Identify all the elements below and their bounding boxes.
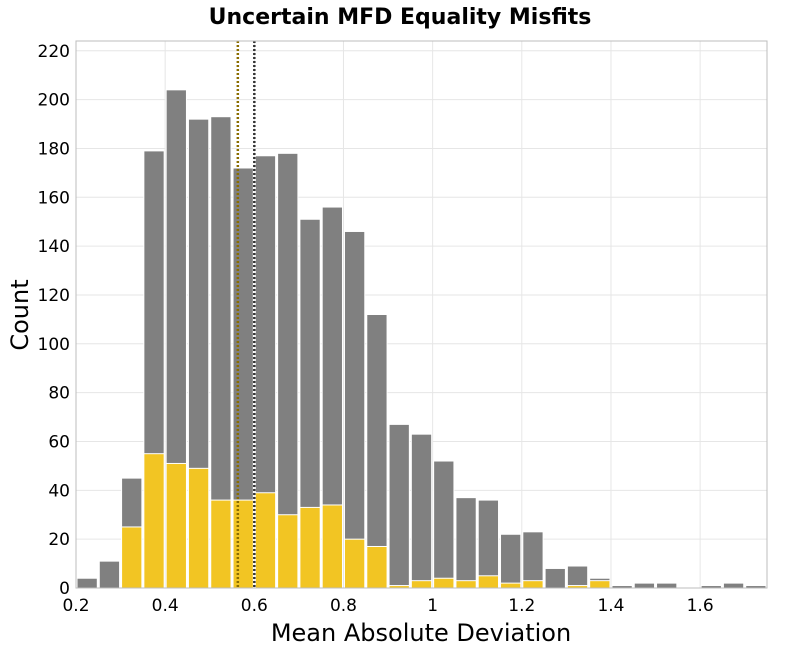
bar-subset — [343, 538, 366, 589]
y-tick-label: 60 — [48, 432, 70, 452]
x-tick-label: 0.4 — [152, 596, 179, 616]
bar-total — [633, 582, 656, 589]
y-tick-label: 0 — [59, 579, 70, 599]
bar-subset — [254, 492, 277, 589]
bar-subset — [299, 506, 321, 589]
y-tick-label: 160 — [38, 188, 70, 208]
bar-total — [477, 499, 500, 589]
y-tick-label: 120 — [38, 286, 70, 306]
bar-subset — [500, 582, 522, 589]
bar-subset — [410, 580, 433, 589]
bar-subset — [187, 467, 210, 589]
bar-subset — [321, 504, 343, 589]
bar-total — [522, 531, 544, 589]
y-tick-label: 200 — [38, 91, 70, 111]
plot-frame — [75, 40, 768, 589]
bar-total — [433, 460, 455, 589]
bars — [76, 89, 767, 589]
x-tick-label: 1.4 — [597, 596, 624, 616]
bar-total — [76, 577, 98, 589]
y-tick-label: 180 — [38, 139, 70, 159]
bar-subset — [165, 462, 187, 589]
bar-total — [656, 582, 678, 589]
bar-total — [722, 582, 745, 589]
bar-subset — [143, 453, 165, 589]
y-tick-label: 20 — [48, 530, 70, 550]
bar-subset — [477, 575, 500, 589]
y-tick-labels: 0 20 40 60 80 100 120 140 160 180 200 220 — [38, 42, 70, 599]
y-tick-label: 220 — [38, 42, 70, 62]
x-tick-label: 1 — [427, 596, 438, 616]
x-tick-label: 1.6 — [687, 596, 714, 616]
bar-total — [566, 565, 589, 589]
bar-subset — [455, 580, 477, 589]
bar-subset — [589, 580, 611, 589]
bar-total — [343, 230, 366, 589]
bar-subset — [232, 499, 254, 589]
y-tick-label: 40 — [48, 481, 70, 501]
bar-subset — [522, 580, 544, 589]
bar-total — [455, 497, 477, 589]
bar-total — [500, 533, 522, 589]
y-tick-label: 140 — [38, 237, 70, 257]
y-axis-label: Count — [6, 279, 34, 350]
bar-subset — [210, 499, 232, 589]
bar-subset — [433, 577, 455, 589]
x-axis-label: Mean Absolute Deviation — [271, 619, 571, 647]
bar-total — [98, 560, 121, 589]
bar-subset — [121, 526, 143, 589]
x-tick-label: 1.2 — [508, 596, 535, 616]
x-tick-label: 0.2 — [62, 596, 89, 616]
y-tick-label: 100 — [38, 335, 70, 355]
bar-subset — [277, 514, 299, 589]
bar-total — [388, 423, 410, 589]
x-tick-label: 0.8 — [330, 596, 357, 616]
x-tick-label: 0.6 — [241, 596, 268, 616]
chart-title: Uncertain MFD Equality Misfits — [209, 5, 592, 30]
y-tick-label: 80 — [48, 384, 70, 404]
bar-total — [410, 433, 433, 589]
bar-subset — [366, 545, 388, 589]
reference-lines — [236, 41, 256, 588]
bar-total — [544, 567, 566, 589]
x-tick-labels: 0.2 0.4 0.6 0.8 1 1.2 1.4 1.6 — [62, 596, 713, 616]
